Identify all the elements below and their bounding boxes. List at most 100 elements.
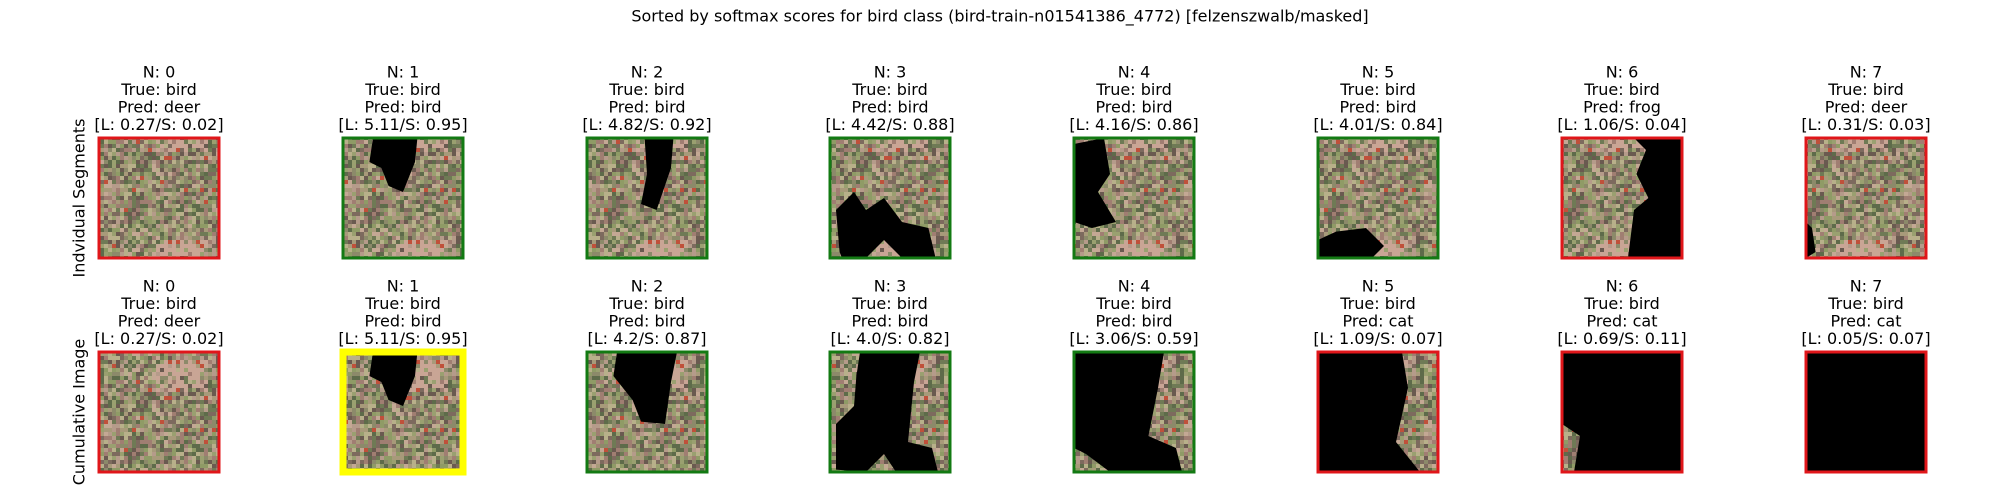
panel-caption: Pred: cat — [1343, 312, 1414, 331]
image-border — [585, 136, 709, 260]
panel-caption: True: bird — [608, 80, 685, 99]
panel-caption: N: 2 — [631, 277, 664, 296]
panel-caption: True: bird — [1095, 80, 1172, 99]
panel-caption: [L: 4.42/S: 0.88] — [825, 115, 954, 134]
panel-caption: N: 0 — [143, 277, 176, 296]
panel-caption: [L: 5.11/S: 0.95] — [338, 329, 467, 348]
segment-image — [343, 138, 463, 258]
image-border — [1560, 350, 1684, 474]
panel-caption: N: 4 — [1118, 63, 1151, 82]
panel-caption: Pred: bird — [608, 312, 685, 331]
segment-image — [1806, 352, 1926, 472]
panel-caption: True: bird — [364, 80, 441, 99]
panel-caption: [L: 0.05/S: 0.07] — [1801, 329, 1930, 348]
image-border — [1804, 350, 1928, 474]
panel-caption: True: bird — [1583, 294, 1660, 313]
segment-image — [1318, 138, 1438, 258]
panel-caption: Pred: bird — [1095, 98, 1172, 117]
panel-caption: True: bird — [364, 294, 441, 313]
panel-caption: Pred: cat — [1587, 312, 1658, 331]
segment-image — [1562, 138, 1682, 258]
panel-caption: Pred: bird — [364, 98, 441, 117]
panel-caption: True: bird — [1827, 80, 1904, 99]
panel-caption: N: 6 — [1606, 63, 1639, 82]
image-border — [828, 350, 952, 474]
image-border — [585, 350, 709, 474]
panel-caption: True: bird — [1583, 80, 1660, 99]
panel-caption: N: 6 — [1606, 277, 1639, 296]
image-border — [1316, 350, 1440, 474]
segment-image — [830, 138, 950, 258]
panel-caption: [L: 4.01/S: 0.84] — [1313, 115, 1442, 134]
panel-caption: Pred: bird — [608, 98, 685, 117]
panel-caption: N: 5 — [1362, 63, 1395, 82]
panel-caption: Pred: bird — [364, 312, 441, 331]
image-border — [828, 136, 952, 260]
panel-caption: N: 5 — [1362, 277, 1395, 296]
panel-caption: N: 7 — [1850, 63, 1883, 82]
image-border — [1072, 350, 1196, 474]
row-label: Cumulative Image — [70, 339, 89, 486]
panel-caption: True: bird — [120, 294, 197, 313]
image-border — [1804, 136, 1928, 260]
panel-caption: [L: 1.06/S: 0.04] — [1557, 115, 1686, 134]
segment-image — [587, 352, 707, 472]
panel-caption: [L: 5.11/S: 0.95] — [338, 115, 467, 134]
panel-caption: Pred: bird — [851, 312, 928, 331]
panel-caption: [L: 0.27/S: 0.02] — [94, 115, 223, 134]
segment-image — [99, 352, 219, 472]
segment-image — [1806, 138, 1926, 258]
segment-image — [1074, 352, 1194, 472]
image-border — [339, 348, 467, 476]
segment-image — [830, 352, 950, 472]
image-border — [97, 350, 221, 474]
segment-image — [343, 352, 463, 472]
panel-caption: True: bird — [851, 80, 928, 99]
image-border — [97, 136, 221, 260]
panel-caption: [L: 4.0/S: 0.82] — [831, 329, 950, 348]
panel-caption: Pred: deer — [1825, 98, 1908, 117]
segment-image — [587, 138, 707, 258]
panel-caption: [L: 1.09/S: 0.07] — [1313, 329, 1442, 348]
panel-caption: Pred: bird — [1339, 98, 1416, 117]
panel-caption: N: 4 — [1118, 277, 1151, 296]
panel-caption: True: bird — [851, 294, 928, 313]
panel-caption: Pred: deer — [118, 98, 201, 117]
panel-caption: [L: 0.69/S: 0.11] — [1557, 329, 1686, 348]
image-border — [1072, 136, 1196, 260]
segment-image — [1074, 138, 1194, 258]
panel-caption: N: 0 — [143, 63, 176, 82]
segment-image — [99, 138, 219, 258]
panel-caption: N: 7 — [1850, 277, 1883, 296]
figure-title: Sorted by softmax scores for bird class … — [631, 7, 1368, 27]
panel-caption: True: bird — [1827, 294, 1904, 313]
panel-caption: Pred: bird — [851, 98, 928, 117]
image-border — [1316, 136, 1440, 260]
panel-caption: N: 3 — [874, 277, 907, 296]
panel-caption: [L: 4.16/S: 0.86] — [1069, 115, 1198, 134]
panel-caption: [L: 0.31/S: 0.03] — [1801, 115, 1930, 134]
panel-caption: N: 3 — [874, 63, 907, 82]
panel-caption: Pred: deer — [118, 312, 201, 331]
panel-caption: [L: 4.82/S: 0.92] — [582, 115, 711, 134]
panel-caption: [L: 4.2/S: 0.87] — [588, 329, 707, 348]
panel-caption: True: bird — [608, 294, 685, 313]
image-border — [1560, 136, 1684, 260]
panel-caption: N: 2 — [631, 63, 664, 82]
panel-caption: [L: 3.06/S: 0.59] — [1069, 329, 1198, 348]
panel-caption: Pred: bird — [1095, 312, 1172, 331]
panel-caption: N: 1 — [387, 63, 420, 82]
segment-image — [1562, 352, 1682, 472]
segment-image — [1318, 352, 1438, 472]
panel-caption: True: bird — [1095, 294, 1172, 313]
row-label: Indvidual Segments — [70, 119, 89, 278]
panel-caption: Pred: frog — [1583, 98, 1661, 117]
panel-caption: True: bird — [120, 80, 197, 99]
panel-caption: Pred: cat — [1831, 312, 1902, 331]
panel-caption: N: 1 — [387, 277, 420, 296]
panel-caption: [L: 0.27/S: 0.02] — [94, 329, 223, 348]
panel-caption: True: bird — [1339, 80, 1416, 99]
panel-caption: True: bird — [1339, 294, 1416, 313]
image-border — [341, 136, 465, 260]
